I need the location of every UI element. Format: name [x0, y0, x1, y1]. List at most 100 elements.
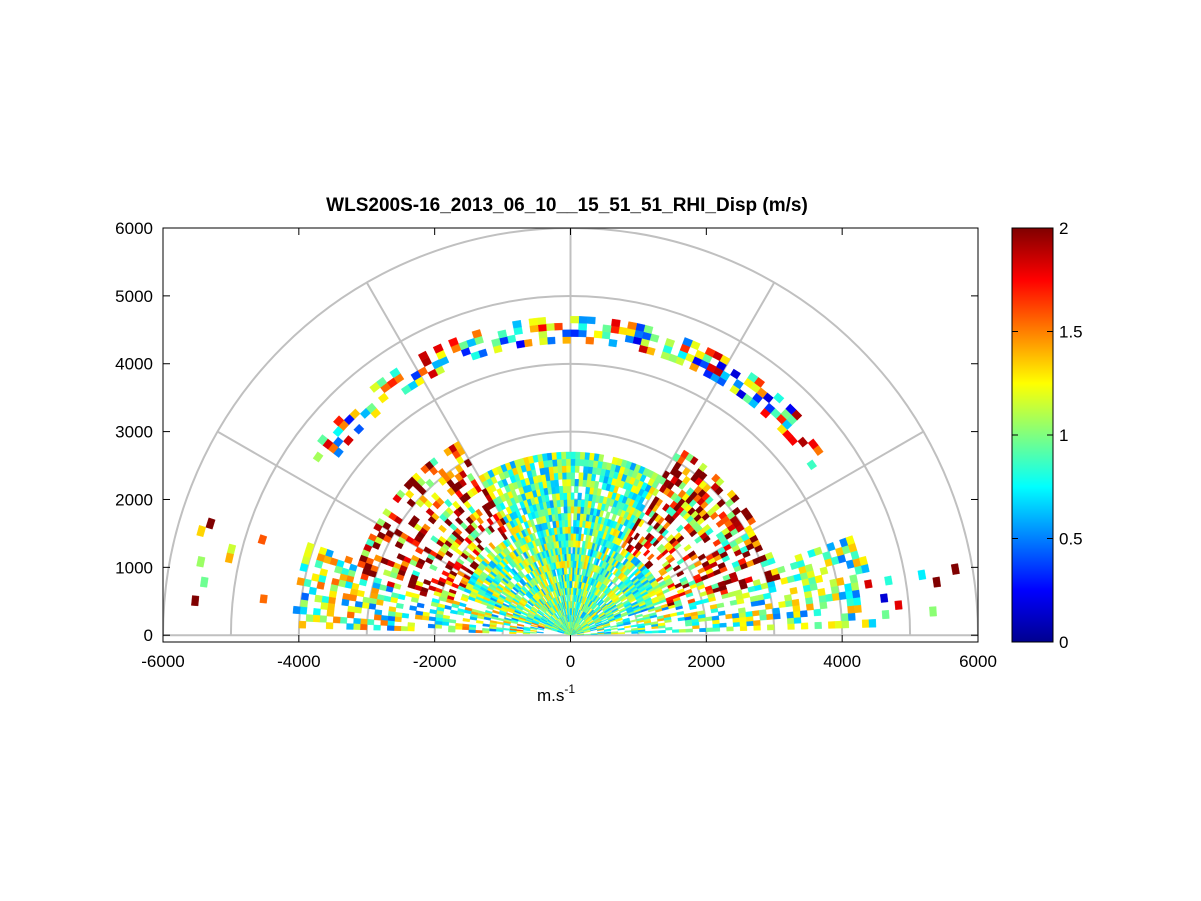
data-cell	[841, 613, 849, 622]
data-cell	[661, 470, 671, 480]
data-cell	[481, 630, 490, 634]
data-cell	[327, 603, 336, 611]
data-cell	[764, 551, 774, 561]
data-cell	[578, 479, 584, 487]
data-cell	[407, 519, 417, 528]
data-cell	[567, 533, 571, 541]
data-cell	[341, 598, 350, 607]
data-cell	[565, 451, 571, 459]
data-cell	[469, 563, 478, 571]
data-cell	[858, 555, 868, 566]
data-cell	[758, 609, 767, 616]
data-cell	[753, 625, 761, 631]
data-cell	[191, 595, 200, 607]
y-tick-label: 1000	[115, 558, 153, 577]
data-cell	[676, 570, 685, 578]
data-cell	[305, 614, 314, 622]
data-cell	[570, 567, 573, 575]
data-cell	[746, 620, 754, 627]
data-cell	[672, 452, 681, 462]
data-cell	[512, 319, 522, 329]
data-cell	[675, 524, 685, 533]
data-cell	[299, 606, 308, 615]
data-cell	[561, 458, 567, 467]
data-cell	[346, 611, 355, 619]
data-cell	[537, 323, 547, 332]
data-cell	[481, 504, 490, 513]
x-axis-ticks: -6000 -4000 -2000 0 2000 4000 6000	[141, 228, 997, 671]
data-cell	[546, 336, 556, 345]
data-cell	[725, 613, 733, 620]
x-tick-label: -2000	[413, 652, 456, 671]
data-cell	[793, 616, 802, 624]
data-cell	[567, 519, 571, 527]
data-cell	[680, 449, 690, 460]
data-cell	[565, 465, 571, 473]
data-cell	[635, 613, 643, 618]
data-cell	[333, 415, 345, 427]
data-cell	[704, 347, 716, 358]
data-cell	[486, 517, 494, 526]
data-cell	[551, 493, 557, 501]
data-cell	[570, 492, 575, 500]
data-cell	[884, 575, 893, 586]
data-cell	[394, 611, 403, 618]
data-cell	[572, 526, 577, 534]
data-cell	[427, 515, 437, 525]
data-cell	[570, 499, 575, 507]
data-cell	[539, 337, 548, 346]
data-cell	[497, 329, 508, 339]
data-cell	[666, 534, 675, 543]
data-cell	[678, 628, 687, 633]
data-cell	[849, 574, 858, 584]
data-cell	[327, 596, 336, 605]
data-cell	[448, 625, 456, 630]
data-cell	[563, 499, 568, 507]
data-cell	[317, 434, 328, 446]
x-axis-label: m.s-1	[537, 682, 575, 705]
data-cell	[387, 611, 396, 618]
data-cell	[697, 553, 707, 561]
data-cell	[575, 519, 580, 528]
data-cell	[259, 594, 268, 604]
data-cell	[622, 617, 630, 622]
data-cell	[881, 609, 890, 620]
data-cell	[662, 574, 671, 582]
data-cell	[570, 329, 579, 337]
data-cell	[407, 626, 415, 632]
data-cell	[681, 467, 691, 477]
data-cell	[400, 384, 412, 395]
data-cell	[430, 535, 439, 544]
data-cell	[491, 337, 501, 348]
data-cell	[611, 318, 621, 328]
data-cell	[658, 629, 666, 634]
data-cell	[428, 616, 437, 622]
data-cell	[847, 612, 856, 621]
data-cell	[196, 555, 206, 568]
data-cell	[825, 593, 834, 602]
data-cell	[394, 616, 402, 623]
y-tick-label: 5000	[115, 287, 153, 306]
data-cell	[737, 607, 746, 614]
data-cell	[444, 563, 454, 571]
data-cell	[791, 598, 800, 607]
data-cell	[380, 615, 389, 622]
data-cell	[558, 485, 564, 494]
data-cell	[651, 630, 660, 634]
colorbar-ticks: 0 0.5 1 1.5 2	[1012, 219, 1083, 652]
data-cell	[574, 465, 580, 473]
data-cell	[792, 604, 801, 613]
data-cell	[454, 625, 463, 630]
data-cell	[448, 628, 456, 633]
data-cell	[536, 316, 547, 325]
data-cell	[633, 532, 640, 541]
data-cell	[568, 553, 571, 561]
data-cell	[427, 623, 436, 629]
data-cell	[894, 600, 903, 610]
data-cell	[929, 606, 937, 617]
data-cell	[441, 570, 450, 578]
data-cell	[702, 523, 711, 533]
data-cell	[794, 553, 804, 563]
data-cell	[407, 622, 416, 628]
data-cell	[644, 630, 653, 634]
